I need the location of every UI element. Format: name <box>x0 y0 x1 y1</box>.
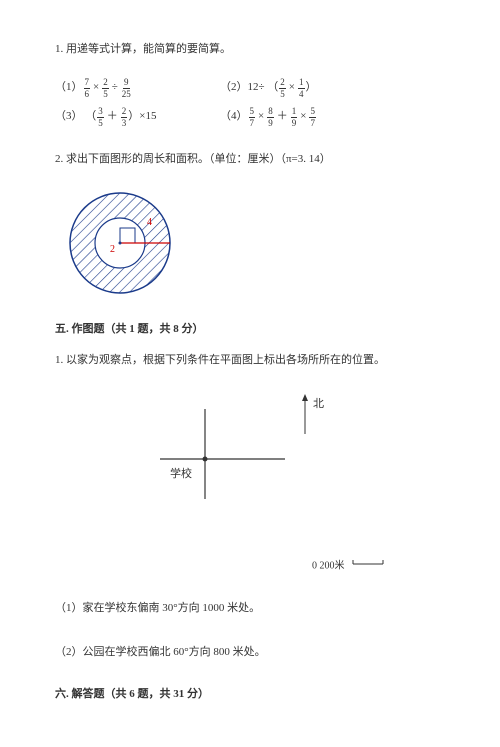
s5-sub1: （1）家在学校东偏南 30°方向 1000 米处。 <box>55 599 445 619</box>
q2-title: 2. 求出下面图形的周长和面积。（单位：厘米）（π=3. 14） <box>55 150 445 170</box>
frac: 25 <box>279 78 286 99</box>
radius-label: 4 <box>147 217 152 228</box>
frac: 89 <box>267 107 274 128</box>
s5-sub2: （2）公园在学校西偏北 60°方向 800 米处。 <box>55 643 445 663</box>
school-label: 学校 <box>170 466 192 480</box>
frac: 925 <box>121 78 132 99</box>
section-6-header: 六. 解答题（共 6 题，共 31 分） <box>55 685 445 705</box>
scale-bar <box>351 557 385 575</box>
expr-row-1: （1） 76 × 25 ÷ 925 （2） 12÷ （ 25 × 14 ） <box>55 78 445 99</box>
s5-q1-title: 1. 以家为观察点，根据下列条件在平面图上标出各场所所在的位置。 <box>55 351 445 371</box>
expr-1-label: （1） <box>55 78 83 98</box>
circle-diagram: 4 2 <box>65 188 175 298</box>
expr-2: （2） 12÷ （ 25 × 14 ） <box>220 78 400 99</box>
expr-4: （4） 57 × 89 ＋ 19 × 57 <box>220 107 400 128</box>
frac: 19 <box>291 107 298 128</box>
q1-title: 1. 用递等式计算，能简算的要简算。 <box>55 40 445 60</box>
scale-row: 0 200米 <box>55 557 445 575</box>
frac: 14 <box>298 78 305 99</box>
frac: 76 <box>84 78 91 99</box>
frac: 57 <box>309 107 316 128</box>
expr-3: （3） （ 35 ＋ 23 ） ×15 <box>55 107 220 128</box>
frac: 57 <box>249 107 256 128</box>
expr-1: （1） 76 × 25 ÷ 925 <box>55 78 220 99</box>
expr-2-label: （2） <box>220 78 248 98</box>
expr-4-label: （4） <box>220 107 248 127</box>
frac: 35 <box>97 107 104 128</box>
north-label: 北 <box>313 397 324 410</box>
frac: 23 <box>121 107 128 128</box>
section-5-header: 五. 作图题（共 1 题，共 8 分） <box>55 320 445 340</box>
scale-label: 0 200米 <box>312 560 345 571</box>
frac: 25 <box>102 78 109 99</box>
expr-row-2: （3） （ 35 ＋ 23 ） ×15 （4） 57 × 89 ＋ 19 × 5… <box>55 107 445 128</box>
square-label: 2 <box>110 244 115 255</box>
compass-diagram: 北 学校 <box>140 389 360 549</box>
expr-3-label: （3） <box>55 107 83 127</box>
